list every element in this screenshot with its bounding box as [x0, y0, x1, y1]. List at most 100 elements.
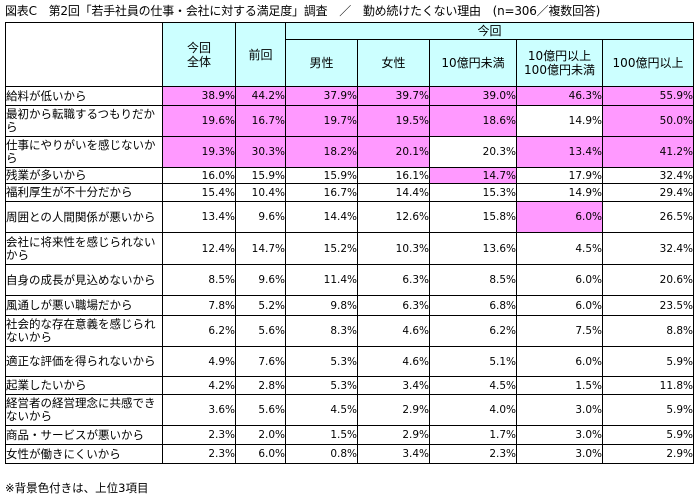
value-cell: 20.6%: [602, 264, 694, 296]
value-cell: 10.3%: [357, 232, 430, 265]
table-row: 福利厚生が不十分だから 15.4% 10.4% 16.7% 14.4% 15.3% 14.9…: [5, 183, 694, 202]
value-cell: 6.0%: [516, 201, 603, 233]
value-cell: 5.6%: [235, 315, 286, 347]
table-row: 給料が低いから 38.9% 44.2% 37.9% 39.7% 39.0% 46.3% 55.…: [5, 86, 694, 106]
value-cell: 2.0%: [235, 425, 286, 445]
value-cell: 13.6%: [429, 232, 517, 265]
value-cell: 16.7%: [235, 105, 286, 137]
value-cell: 4.5%: [285, 394, 358, 426]
row-label: 起業したいから: [5, 376, 163, 395]
footnote: ※背景色付きは、上位3項目: [5, 481, 149, 495]
value-cell: 5.3%: [285, 346, 358, 377]
value-cell: 50.0%: [602, 105, 694, 137]
table-row: 女性が働きにくいから 2.3% 6.0% 0.8% 3.4% 2.3% 3.0% 2.9%: [5, 444, 694, 464]
header-corner: [5, 22, 163, 87]
value-cell: 11.8%: [602, 376, 694, 395]
value-cell: 19.5%: [357, 105, 430, 137]
value-cell: 13.4%: [162, 201, 236, 233]
table-row: 風通しが悪い職場だから 7.8% 5.2% 9.8% 6.3% 6.8% 6.0% 23.5%: [5, 295, 694, 316]
value-cell: 41.2%: [602, 136, 694, 168]
table-row: 社会的な存在意義を感じられないから 6.2% 5.6% 8.3% 4.6% 6.2% 7.5…: [5, 315, 694, 347]
header-over-10b: 100億円以上: [602, 39, 694, 87]
value-cell: 18.2%: [285, 136, 358, 168]
value-cell: 12.4%: [162, 232, 236, 265]
value-cell: 5.9%: [602, 346, 694, 377]
value-cell: 44.2%: [235, 86, 286, 106]
row-label: 女性が働きにくいから: [5, 444, 163, 464]
value-cell: 14.9%: [516, 183, 603, 202]
value-cell: 19.6%: [162, 105, 236, 137]
value-cell: 4.0%: [429, 394, 517, 426]
value-cell: 1.5%: [285, 425, 358, 445]
value-cell: 5.6%: [235, 394, 286, 426]
row-label: 福利厚生が不十分だから: [5, 183, 163, 202]
figure-title: 図表C 第2回「若手社員の仕事・会社に対する満足度」調査 ／ 勤め続けたくない理…: [5, 4, 601, 18]
row-label: 残業が多いから: [5, 167, 163, 184]
value-cell: 0.8%: [285, 444, 358, 464]
table-row: 会社に将来性を感じられないから 12.4% 14.7% 15.2% 10.3% 13.6%…: [5, 232, 694, 265]
value-cell: 4.9%: [162, 346, 236, 377]
value-cell: 7.8%: [162, 295, 236, 316]
value-cell: 2.9%: [357, 394, 430, 426]
value-cell: 8.5%: [429, 264, 517, 296]
table-row: 適正な評価を得られないから 4.9% 7.6% 5.3% 4.6% 5.1% 6.0% 5.9…: [5, 346, 694, 377]
value-cell: 6.3%: [357, 295, 430, 316]
value-cell: 3.0%: [516, 425, 603, 445]
value-cell: 8.8%: [602, 315, 694, 347]
value-cell: 32.4%: [602, 232, 694, 265]
value-cell: 3.4%: [357, 376, 430, 395]
header-current-group: 今回: [285, 22, 694, 40]
value-cell: 17.9%: [516, 167, 603, 184]
value-cell: 8.5%: [162, 264, 236, 296]
value-cell: 1.5%: [516, 376, 603, 395]
value-cell: 46.3%: [516, 86, 603, 106]
row-label: 会社に将来性を感じられないから: [5, 232, 163, 265]
value-cell: 30.3%: [235, 136, 286, 168]
value-cell: 16.7%: [285, 183, 358, 202]
row-label: 給料が低いから: [5, 86, 163, 106]
value-cell: 2.3%: [162, 425, 236, 445]
value-cell: 2.9%: [602, 444, 694, 464]
value-cell: 15.9%: [285, 167, 358, 184]
value-cell: 6.0%: [516, 346, 603, 377]
row-label: 周囲との人間関係が悪いから: [5, 201, 163, 233]
value-cell: 14.4%: [285, 201, 358, 233]
table-row: 商品・サービスが悪いから 2.3% 2.0% 1.5% 2.9% 1.7% 3.0% 5.9%: [5, 425, 694, 445]
value-cell: 6.0%: [516, 295, 603, 316]
value-cell: 20.1%: [357, 136, 430, 168]
header-female: 女性: [357, 39, 430, 87]
row-label: 適正な評価を得られないから: [5, 346, 163, 377]
table-row: 残業が多いから 16.0% 15.9% 15.9% 16.1% 14.7% 17.9% 32.…: [5, 167, 694, 184]
value-cell: 20.3%: [429, 136, 517, 168]
value-cell: 18.6%: [429, 105, 517, 137]
value-cell: 13.4%: [516, 136, 603, 168]
survey-table: 今回 全体 前回 今回 男性 女性 10億円未満 10億円以上 100億円未満 100億円以…: [5, 22, 694, 464]
value-cell: 32.4%: [602, 167, 694, 184]
header-male: 男性: [285, 39, 358, 87]
row-label: 自身の成長が見込めないから: [5, 264, 163, 296]
value-cell: 14.4%: [357, 183, 430, 202]
header-total: 今回 全体: [162, 22, 236, 87]
value-cell: 6.3%: [357, 264, 430, 296]
table-row: 仕事にやりがいを感じないから 19.3% 30.3% 18.2% 20.1% 20.3% 1…: [5, 136, 694, 168]
header-under-1b: 10億円未満: [429, 39, 517, 87]
value-cell: 14.9%: [516, 105, 603, 137]
table-row: 経営者の経営理念に共感できないから 3.6% 5.6% 4.5% 2.9% 4.0% 3.0…: [5, 394, 694, 426]
row-label: 仕事にやりがいを感じないから: [5, 136, 163, 168]
value-cell: 55.9%: [602, 86, 694, 106]
value-cell: 39.0%: [429, 86, 517, 106]
value-cell: 5.9%: [602, 394, 694, 426]
value-cell: 29.4%: [602, 183, 694, 202]
row-label: 商品・サービスが悪いから: [5, 425, 163, 445]
value-cell: 16.1%: [357, 167, 430, 184]
value-cell: 38.9%: [162, 86, 236, 106]
value-cell: 5.2%: [235, 295, 286, 316]
table-row: 周囲との人間関係が悪いから 13.4% 9.6% 14.4% 12.6% 15.8% 6.0…: [5, 201, 694, 233]
value-cell: 23.5%: [602, 295, 694, 316]
value-cell: 2.3%: [429, 444, 517, 464]
value-cell: 9.6%: [235, 264, 286, 296]
value-cell: 11.4%: [285, 264, 358, 296]
value-cell: 5.3%: [285, 376, 358, 395]
row-label: 風通しが悪い職場だから: [5, 295, 163, 316]
value-cell: 4.6%: [357, 315, 430, 347]
